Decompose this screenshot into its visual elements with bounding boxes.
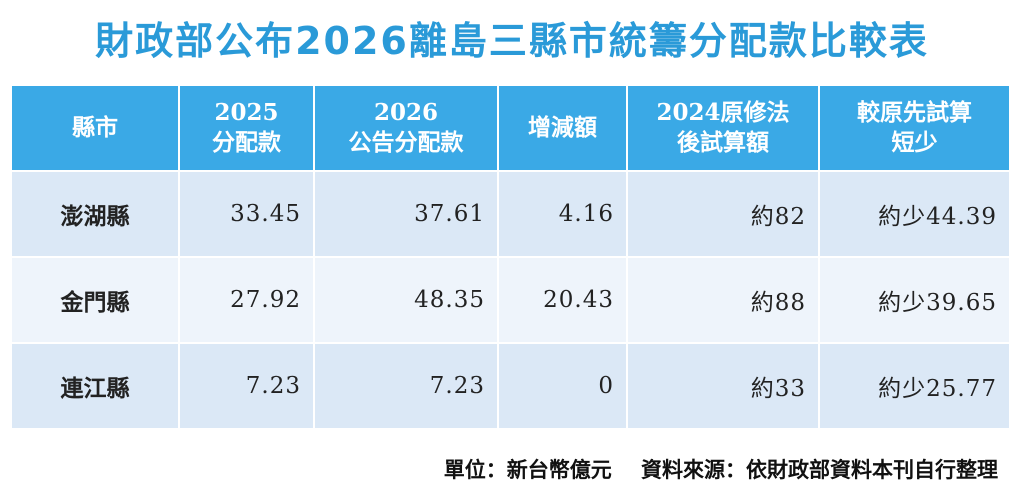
header-2024-trial: 2024原修法 後試算額 [627,86,820,171]
shortfall-cell: 約少39.65 [819,256,1009,343]
county-cell: 澎湖縣 [12,170,180,257]
shortfall-cell: 約少25.77 [819,342,1009,428]
allocation-2025-cell: 7.23 [179,342,315,428]
header-shortfall: 較原先試算 短少 [819,86,1009,171]
footer-note: 單位：新台幣億元 資料來源：依財政部資料本刊自行整理 [444,454,998,484]
table-row: 金門縣 27.92 48.35 20.43 約88 約少39.65 [12,256,1009,343]
table-header-row: 縣市 2025 分配款 2026 公告分配款 增減額 2024原修法 後試算額 較原先… [12,86,1009,171]
county-cell: 金門縣 [12,256,180,343]
shortfall-cell: 約少44.39 [819,170,1009,257]
table-row: 連江縣 7.23 7.23 0 約33 約少25.77 [12,342,1009,428]
header-county: 縣市 [12,86,180,171]
allocation-2025-cell: 27.92 [179,256,315,343]
trial-2024-cell: 約33 [627,342,820,428]
county-cell: 連江縣 [12,342,180,428]
allocation-2026-cell: 37.61 [314,170,499,257]
header-change: 增減額 [498,86,628,171]
table-row: 澎湖縣 33.45 37.61 4.16 約82 約少44.39 [12,170,1009,257]
change-cell: 20.43 [498,256,628,343]
header-2026-announced: 2026 公告分配款 [314,86,499,171]
unit-note: 單位：新台幣億元 [443,457,612,482]
change-cell: 4.16 [498,170,628,257]
trial-2024-cell: 約88 [627,256,820,343]
page-title: 財政部公布2026離島三縣市統籌分配款比較表 [95,19,929,63]
header-2025-allocation: 2025 分配款 [179,86,315,171]
source-note: 資料來源：依財政部資料本刊自行整理 [641,457,998,482]
allocation-table: 縣市 2025 分配款 2026 公告分配款 增減額 2024原修法 後試算額 較原先… [12,86,1009,428]
allocation-2026-cell: 48.35 [314,256,499,343]
trial-2024-cell: 約82 [627,170,820,257]
allocation-2026-cell: 7.23 [314,342,499,428]
change-cell: 0 [498,342,628,428]
allocation-2025-cell: 33.45 [179,170,315,257]
